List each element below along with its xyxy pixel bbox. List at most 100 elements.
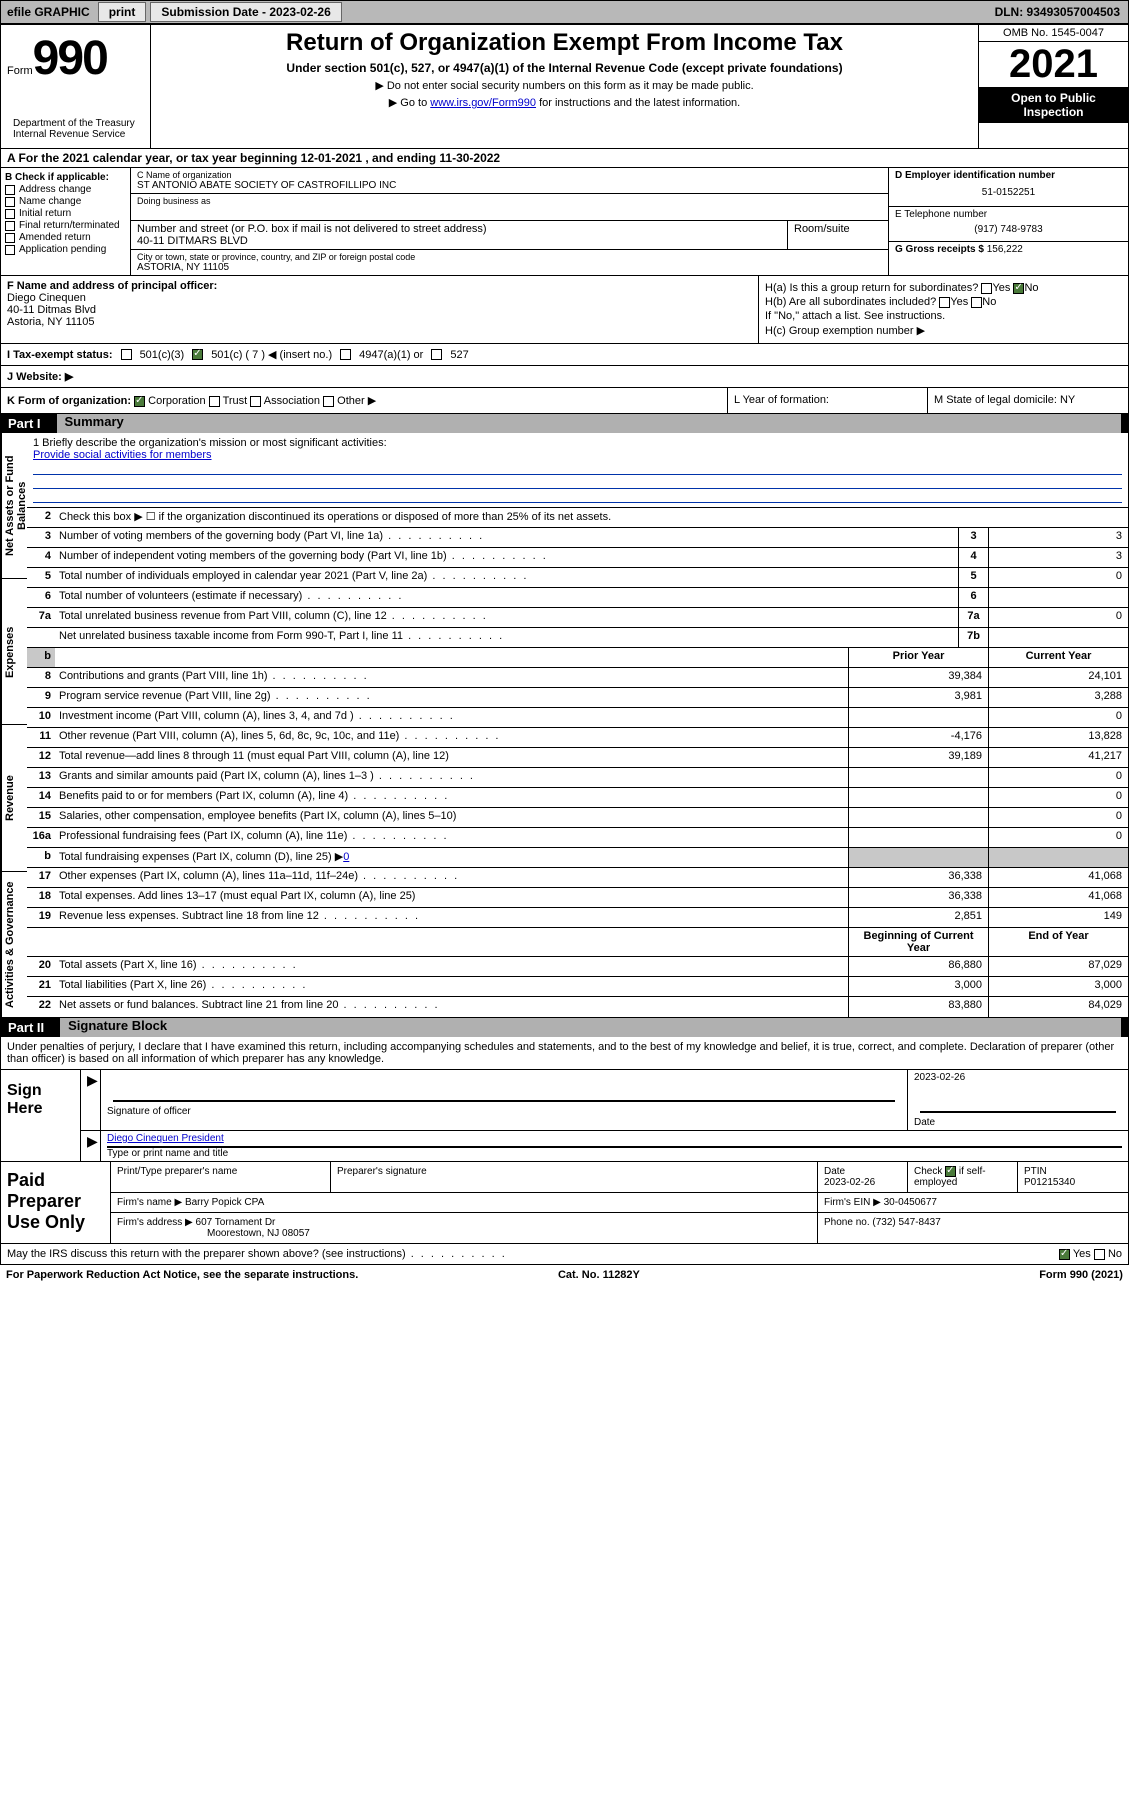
cb-trust[interactable] xyxy=(209,396,220,407)
signature-intro: Under penalties of perjury, I declare th… xyxy=(0,1037,1129,1070)
cb-discuss-no[interactable] xyxy=(1094,1249,1105,1260)
cb-application-pending[interactable] xyxy=(5,245,15,255)
cb-4947[interactable] xyxy=(340,349,351,360)
officer-addr1: 40-11 Ditmas Blvd xyxy=(7,304,752,316)
k-label: K Form of organization: xyxy=(7,395,131,407)
cb-final-return[interactable] xyxy=(5,221,15,231)
org-name: ST ANTONIO ABATE SOCIETY OF CASTROFILLIP… xyxy=(137,180,882,191)
arrow-icon: ▶ xyxy=(87,1072,98,1088)
print-button[interactable]: print xyxy=(98,2,147,22)
line-9: Program service revenue (Part VIII, line… xyxy=(55,688,848,707)
mission-text[interactable]: Provide social activities for members xyxy=(33,449,212,461)
hdr-eoy: End of Year xyxy=(988,928,1128,956)
submission-date-button[interactable]: Submission Date - 2023-02-26 xyxy=(150,2,341,22)
row-i-tax-status: I Tax-exempt status: 501(c)(3) 501(c) ( … xyxy=(0,344,1129,366)
line-7b: Net unrelated business taxable income fr… xyxy=(55,628,958,647)
part-2-header: Part II Signature Block xyxy=(0,1018,1129,1037)
m-state-domicile: M State of legal domicile: NY xyxy=(928,388,1128,413)
hdr-boy: Beginning of Current Year xyxy=(848,928,988,956)
org-name-label: C Name of organization xyxy=(137,170,882,180)
sidebar-expenses: Expenses xyxy=(2,579,27,725)
form-number-box: Form990 Department of the Treasury Inter… xyxy=(1,25,151,148)
city-label: City or town, state or province, country… xyxy=(137,252,882,262)
line-16a: Professional fundraising fees (Part IX, … xyxy=(55,828,848,847)
line-22: Net assets or fund balances. Subtract li… xyxy=(55,997,848,1017)
cb-discuss-yes[interactable] xyxy=(1059,1249,1070,1260)
officer-name-title[interactable]: Diego Cinequen President xyxy=(107,1133,224,1144)
l-year-formation: L Year of formation: xyxy=(728,388,928,413)
row-j-website: J Website: ▶ xyxy=(0,366,1129,388)
part-2-num: Part II xyxy=(8,1020,44,1035)
form-ref: Form 990 (2021) xyxy=(1039,1269,1123,1281)
suite-label: Room/suite xyxy=(794,223,882,235)
form-note-ssn: ▶ Do not enter social security numbers o… xyxy=(159,79,970,92)
summary-content: 1 Briefly describe the organization's mi… xyxy=(27,433,1128,1017)
omb-number: OMB No. 1545-0047 xyxy=(979,25,1128,42)
officer-addr2: Astoria, NY 11105 xyxy=(7,316,752,328)
line-a-tax-year: A For the 2021 calendar year, or tax yea… xyxy=(0,149,1129,168)
val-3: 3 xyxy=(988,528,1128,547)
gross-label: G Gross receipts $ xyxy=(895,244,984,255)
sig-date: 2023-02-26 xyxy=(914,1072,1122,1083)
line-20: Total assets (Part X, line 16) xyxy=(55,957,848,976)
phone-value: (917) 748-9783 xyxy=(895,220,1122,239)
cb-amended[interactable] xyxy=(5,233,15,243)
line-2: Check this box ▶ ☐ if the organization d… xyxy=(55,508,1128,527)
column-f-officer: F Name and address of principal officer:… xyxy=(1,276,758,343)
efile-label: efile GRAPHIC xyxy=(1,5,96,19)
cb-ha-yes[interactable] xyxy=(981,283,992,294)
pra-notice: For Paperwork Reduction Act Notice, see … xyxy=(6,1269,358,1281)
firm-ein: 30-0450677 xyxy=(884,1197,937,1208)
sidebar-governance: Activities & Governance xyxy=(2,872,27,1017)
top-bar: efile GRAPHIC print Submission Date - 20… xyxy=(0,0,1129,24)
line-5: Total number of individuals employed in … xyxy=(55,568,958,587)
val-6 xyxy=(988,588,1128,607)
line-14: Benefits paid to or for members (Part IX… xyxy=(55,788,848,807)
f-label: F Name and address of principal officer: xyxy=(7,280,752,292)
hb-label: H(b) Are all subordinates included? xyxy=(765,296,936,308)
cb-self-employed[interactable] xyxy=(945,1166,956,1177)
arrow-icon-2: ▶ xyxy=(87,1133,98,1149)
sidebar-revenue: Revenue xyxy=(2,726,27,872)
column-h-group: H(a) Is this a group return for subordin… xyxy=(758,276,1128,343)
line-11: Other revenue (Part VIII, column (A), li… xyxy=(55,728,848,747)
cb-hb-no[interactable] xyxy=(971,297,982,308)
cb-name-change[interactable] xyxy=(5,197,15,207)
cb-501c3[interactable] xyxy=(121,349,132,360)
line-21: Total liabilities (Part X, line 26) xyxy=(55,977,848,996)
cb-501c[interactable] xyxy=(192,349,203,360)
cb-address-change[interactable] xyxy=(5,185,15,195)
line-6: Total number of volunteers (estimate if … xyxy=(55,588,958,607)
form-title-area: Return of Organization Exempt From Incom… xyxy=(151,25,978,148)
phone-label: E Telephone number xyxy=(895,209,1122,220)
j-label: J Website: ▶ xyxy=(7,370,73,383)
firm-name: Barry Popick CPA xyxy=(185,1197,264,1208)
mission-block: 1 Briefly describe the organization's mi… xyxy=(27,433,1128,508)
prep-name-hdr: Print/Type preparer's name xyxy=(111,1162,331,1192)
form-number: 990 xyxy=(33,32,107,85)
line-8: Contributions and grants (Part VIII, lin… xyxy=(55,668,848,687)
officer-name: Diego Cinequen xyxy=(7,292,752,304)
prep-date: 2023-02-26 xyxy=(824,1177,901,1188)
mission-question: 1 Briefly describe the organization's mi… xyxy=(33,437,1122,449)
i-label: I Tax-exempt status: xyxy=(7,349,113,361)
cb-ha-no[interactable] xyxy=(1013,283,1024,294)
cb-initial-return[interactable] xyxy=(5,209,15,219)
prep-self-emp: Check if self-employed xyxy=(908,1162,1018,1192)
line-16b: Total fundraising expenses (Part IX, col… xyxy=(55,848,848,867)
part-2-title: Signature Block xyxy=(60,1018,1121,1037)
irs-link[interactable]: www.irs.gov/Form990 xyxy=(430,97,536,109)
gross-value: 156,222 xyxy=(987,244,1023,255)
cb-other[interactable] xyxy=(323,396,334,407)
hdr-prior: Prior Year xyxy=(848,648,988,667)
summary-body: Activities & Governance Revenue Expenses… xyxy=(0,433,1129,1018)
cb-527[interactable] xyxy=(431,349,442,360)
cat-no: Cat. No. 11282Y xyxy=(558,1269,640,1281)
tax-year: 2021 xyxy=(979,42,1128,87)
cb-hb-yes[interactable] xyxy=(939,297,950,308)
column-c-org-info: C Name of organization ST ANTONIO ABATE … xyxy=(131,168,888,275)
column-d-ein: D Employer identification number 51-0152… xyxy=(888,168,1128,275)
cb-assoc[interactable] xyxy=(250,396,261,407)
form-title: Return of Organization Exempt From Incom… xyxy=(159,29,970,57)
cb-corp[interactable] xyxy=(134,396,145,407)
